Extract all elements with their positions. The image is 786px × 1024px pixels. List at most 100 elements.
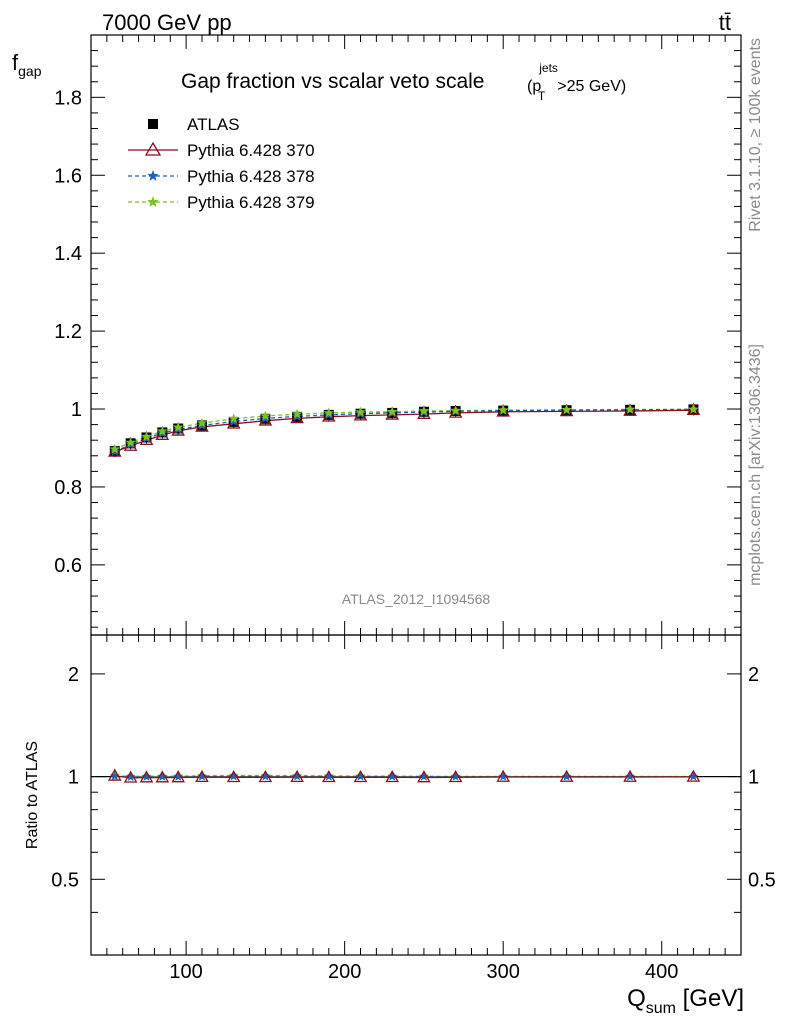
- ratio-p370-point: [107, 768, 122, 781]
- p379-point: [387, 406, 398, 417]
- ratio-p378-point: [419, 771, 429, 781]
- p379-point: [688, 403, 699, 414]
- ratio-p378-point: [688, 771, 699, 781]
- ratio-p378-point: [355, 771, 366, 781]
- x-axis-label: Qsum [GeV]: [627, 985, 744, 1017]
- cut-open: (p: [527, 78, 541, 95]
- plot-title-text: Gap fraction vs scalar veto scale: [181, 70, 484, 93]
- legend-marker-p370: [144, 141, 162, 156]
- x-tick-label: 200: [328, 961, 361, 983]
- p370-point: [139, 432, 154, 446]
- y-tick-label: 1.4: [54, 243, 82, 265]
- ratio-y-tick-label: 2: [68, 664, 79, 686]
- p379-point: [291, 408, 303, 419]
- ratio-p378-point: [324, 771, 334, 781]
- p370-point: [321, 409, 336, 422]
- legend-marker-atlas: [148, 119, 158, 129]
- y-tick-label: 1: [71, 399, 82, 421]
- p379-point: [141, 431, 152, 442]
- y-axis-label-main: fgap: [12, 50, 42, 79]
- y-tick-label: 1.8: [54, 87, 82, 109]
- ratio-p370-point: [448, 770, 463, 783]
- ratio-p370-point: [559, 769, 574, 782]
- ratio-p378-point: [387, 771, 397, 781]
- ratio-p378-point: [173, 771, 183, 781]
- y-tick-label: 1.6: [54, 165, 82, 187]
- legend-label-atlas: ATLAS: [187, 115, 240, 134]
- p379-point: [109, 443, 120, 454]
- p370-point: [123, 438, 138, 451]
- ratio-p378-point: [141, 771, 152, 781]
- ratio-p370-point: [385, 770, 400, 783]
- p379-point: [125, 437, 136, 447]
- ratio-p370-point: [496, 769, 511, 782]
- p370-point: [417, 406, 431, 419]
- p370-point: [623, 403, 637, 416]
- ratio-p370-point: [290, 769, 304, 783]
- legend-marker-p378: [147, 170, 159, 181]
- ratio-p370-point: [226, 770, 241, 783]
- ratio-p378-point: [110, 771, 120, 781]
- x-tick-label: 400: [645, 961, 678, 983]
- x-tick-label: 100: [169, 961, 202, 983]
- ratio-p370-point: [321, 770, 336, 783]
- p370-point: [448, 405, 463, 418]
- legend-label-p370: Pythia 6.428 370: [187, 141, 315, 160]
- ratio-panel-frame: [90, 634, 742, 956]
- legend: ATLAS Pythia 6.428 370 Pythia 6.428 378 …: [128, 115, 315, 212]
- ratio-p370-point: [139, 770, 154, 783]
- ratio-p370-point: [171, 770, 186, 783]
- y-tick-label: 0.6: [54, 555, 82, 577]
- ratio-p378-point: [625, 771, 635, 781]
- p379-point: [561, 404, 572, 415]
- ratio-p378-point: [292, 771, 302, 781]
- x-tick-label: 300: [487, 961, 520, 983]
- cut-sup: jets: [538, 61, 558, 75]
- ratio-y-tick-label-right: 0.5: [748, 869, 776, 891]
- p379-point: [323, 407, 334, 418]
- ratio-y-tick-label-right: 2: [748, 664, 759, 686]
- ratio-p378-point: [260, 771, 271, 781]
- ratio-p378-point: [450, 771, 461, 781]
- legend-marker-p379: [147, 196, 159, 207]
- ratio-p378-point: [125, 772, 136, 782]
- p379-point: [498, 404, 509, 415]
- cut-close: >25 GeV): [557, 78, 626, 95]
- ratio-y-tick-label: 1: [68, 767, 79, 789]
- p370-point: [496, 404, 511, 417]
- main-axes: 0.6 0.8 1 1.2 1.4 1.6 1.8: [54, 35, 741, 635]
- y-axis-label-ratio: Ratio to ATLAS: [24, 741, 41, 849]
- p370-point: [353, 408, 368, 421]
- p370-point: [171, 423, 186, 436]
- ratio-p370-point: [686, 769, 701, 782]
- ratio-y-tick-label: 0.5: [51, 869, 79, 891]
- rivet-label: Rivet 3.1.10, ≥ 100k events: [747, 38, 764, 232]
- p379-point: [450, 405, 461, 415]
- energy-label: 7000 GeV pp: [102, 10, 232, 35]
- ratio-p370-point: [195, 769, 209, 783]
- process-label: tt̄: [719, 10, 731, 35]
- p379-point: [157, 425, 168, 436]
- p379-point: [260, 410, 271, 421]
- p379-point: [173, 421, 184, 432]
- p370-point: [559, 404, 574, 417]
- ratio-p370-point: [155, 770, 170, 783]
- ratio-p370-point: [417, 770, 431, 783]
- ratio-p370-point: [623, 769, 637, 782]
- ratio-p378-point: [561, 771, 572, 781]
- y-tick-label: 1.2: [54, 321, 82, 343]
- p379-point: [624, 403, 636, 414]
- ratio-axes: 100 200 300 400 0.5 0.5 1 1 2 2: [51, 635, 776, 983]
- legend-label-p378: Pythia 6.428 378: [187, 167, 315, 186]
- analysis-id: ATLAS_2012_I1094568: [342, 591, 491, 607]
- p379-point: [228, 413, 239, 424]
- ratio-plot-area: [107, 768, 701, 783]
- ratio-p378-point: [498, 771, 508, 781]
- ratio-p378-point: [197, 771, 207, 781]
- ratio-p370-point: [123, 770, 138, 783]
- plot-title: Gap fraction vs scalar veto scale (p jets…: [181, 61, 626, 103]
- main-plot-area: [107, 402, 701, 458]
- cut-sub: T: [538, 89, 546, 103]
- ratio-p378-point: [228, 771, 239, 781]
